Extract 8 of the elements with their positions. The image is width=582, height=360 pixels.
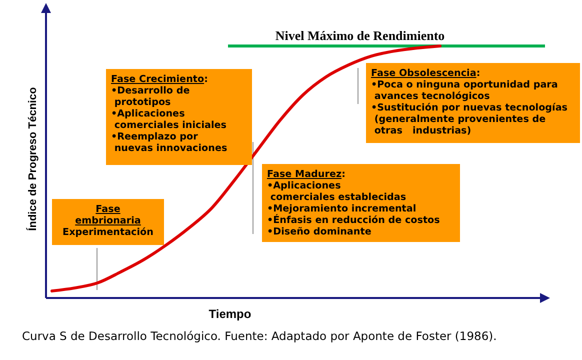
y-axis-title: Índice de Progreso Técnico — [26, 86, 39, 231]
annotation: Fase Obsolescencia: •Poca o ninguna oportunidad para avances tecnológicos •Sustitución por nuevas tecnologías (generalmente provenientes de otras industrias) — [371, 68, 568, 136]
text: Fase Crecimiento: •Desarrollo de prototipos •Aplicaciones comerciales iniciales •Reemplazo por nuevas innovaciones — [111, 74, 228, 154]
x-axis-title: Tiempo — [208, 307, 252, 321]
annotation: Fase Madurez: •Aplicaciones comerciales establecidas •Mejoramiento incremental •Énfasis en reducción de costos •Diseño dominante — [267, 169, 440, 238]
ref-line-label: Nivel Máximo de Rendimiento — [275, 28, 445, 43]
annotation: Fase embrionaria Experimentación — [62, 204, 154, 238]
text: Curva S de Desarrollo Tecnológico. Fuente: Adaptado por Aponte de Foster (1986). — [22, 329, 497, 343]
